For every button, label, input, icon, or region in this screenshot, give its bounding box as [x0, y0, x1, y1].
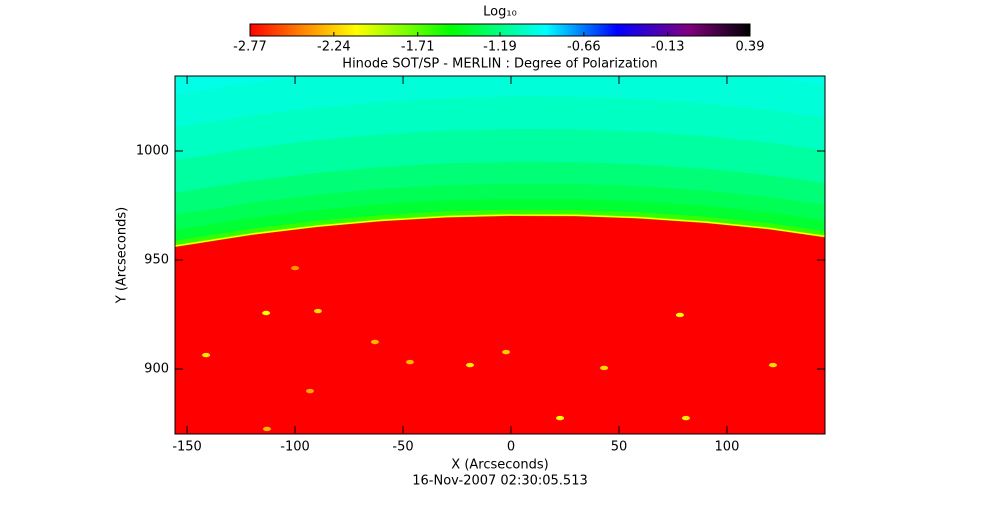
colorbar-tick-label: -2.77: [233, 40, 267, 55]
colorbar-tick-label: 0.39: [736, 40, 765, 55]
axes: -150 -100 -50 0 50 100 900 950 1000: [136, 75, 826, 455]
limb-line: [175, 214, 825, 247]
y-axis-label: Y (Arcseconds): [115, 207, 130, 304]
x-tick-label: 0: [507, 440, 515, 455]
colorbar-tick-label: -2.24: [317, 40, 351, 55]
x-tick-label: 100: [715, 440, 740, 455]
sky-band: [175, 76, 825, 128]
x-axis-label: X (Arcseconds): [451, 458, 548, 473]
speckle: [262, 310, 271, 316]
speckle: [465, 362, 474, 368]
x-tick-label: -100: [280, 440, 310, 455]
colorbar-tick-label: -0.66: [567, 40, 601, 55]
y-tick-label: 950: [144, 253, 169, 268]
speckle: [556, 415, 565, 421]
speckle: [675, 312, 684, 318]
date-label: 16-Nov-2007 02:30:05.513: [412, 474, 588, 489]
x-tick-label: -50: [392, 440, 413, 455]
speckle: [502, 349, 511, 355]
colorbar-label: Log₁₀: [483, 5, 517, 20]
plot-frame: [174, 75, 826, 435]
speckle: [262, 426, 271, 432]
sky-band: [175, 76, 825, 95]
y-tick-label: 1000: [136, 144, 169, 159]
speckle: [313, 308, 322, 314]
speckle: [600, 365, 609, 371]
x-tick-label: -150: [172, 440, 202, 455]
colorbar-tick-label: -1.71: [401, 40, 435, 55]
heatmap: [175, 76, 825, 434]
speckle: [681, 415, 690, 421]
speckle: [202, 352, 211, 358]
solar-disk: [175, 215, 825, 434]
speckle: [768, 362, 777, 368]
speckle: [305, 388, 314, 394]
speckle: [370, 339, 379, 345]
x-tick-label: 50: [611, 440, 628, 455]
speckle: [291, 265, 300, 271]
chart-title: Hinode SOT/SP - MERLIN : Degree of Polar…: [342, 57, 657, 72]
speckle: [405, 359, 414, 365]
colorbar-tick-label: -1.19: [483, 40, 517, 55]
colorbar-tick-label: -0.13: [651, 40, 685, 55]
y-tick-label: 900: [144, 362, 169, 377]
